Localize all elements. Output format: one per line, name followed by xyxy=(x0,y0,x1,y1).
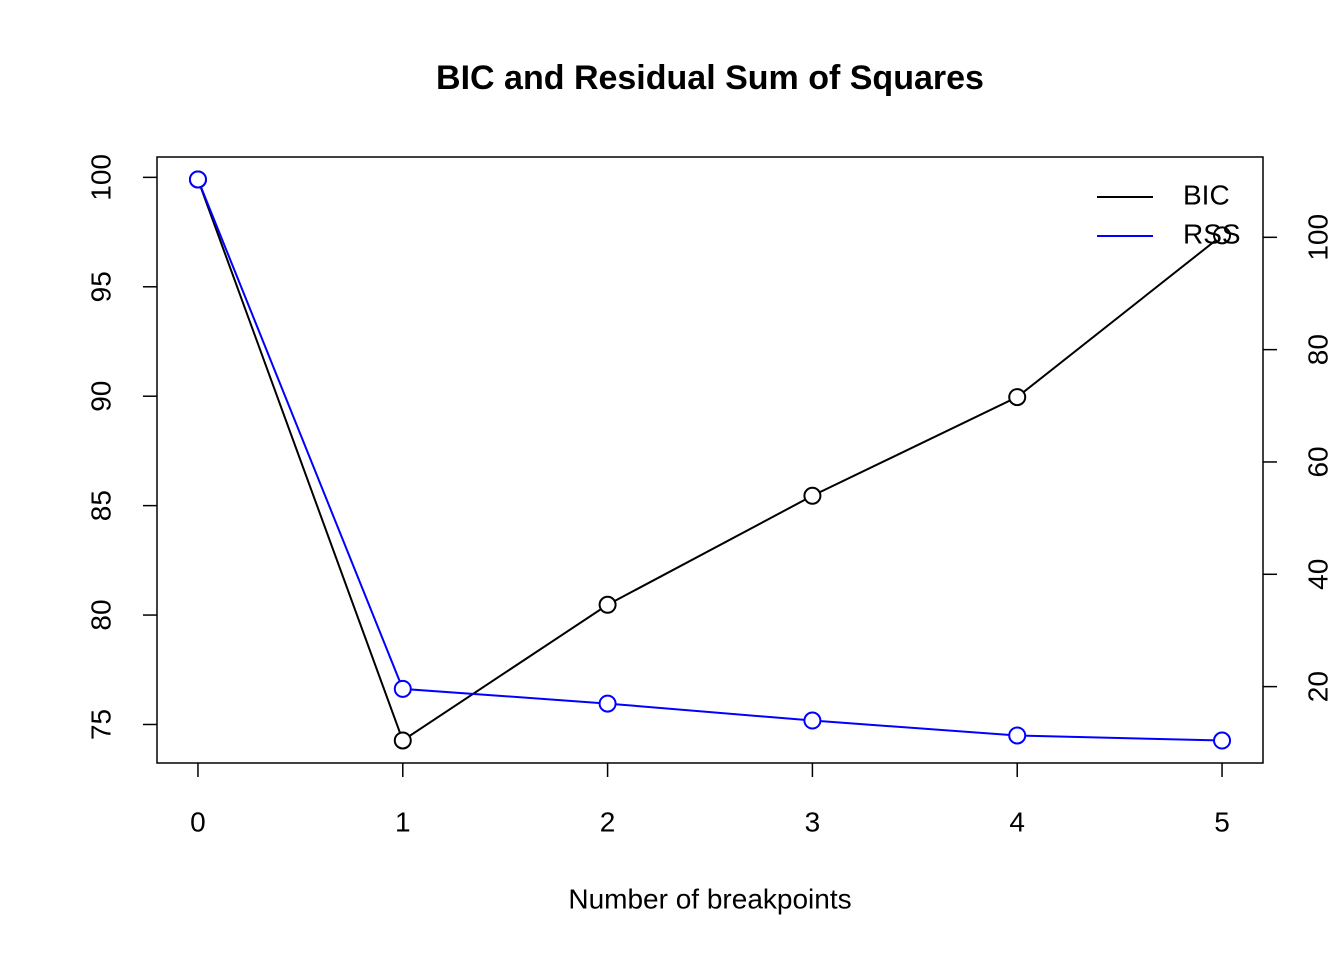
legend-label: BIC xyxy=(1183,179,1230,210)
chart-title: BIC and Residual Sum of Squares xyxy=(436,59,984,97)
point xyxy=(803,486,822,505)
y2-tick-label: 20 xyxy=(1302,671,1333,702)
y2-tick-label: 60 xyxy=(1302,446,1333,477)
plot-box xyxy=(156,156,1264,764)
y-tick-label: 95 xyxy=(85,271,116,302)
point xyxy=(803,711,822,730)
x-tick-label: 4 xyxy=(1009,806,1025,837)
point xyxy=(598,694,617,713)
x-tick-label: 2 xyxy=(600,806,616,837)
y2-tick-label: 40 xyxy=(1302,559,1333,590)
y-tick-label: 100 xyxy=(85,154,116,201)
x-tick-label: 5 xyxy=(1214,806,1230,837)
y-tick-label: 75 xyxy=(85,709,116,740)
legend-label: RSS xyxy=(1183,218,1241,249)
point xyxy=(1008,388,1027,407)
y-tick-label: 90 xyxy=(85,381,116,412)
point xyxy=(1213,226,1232,245)
y2-tick-label: 80 xyxy=(1302,334,1333,365)
x-axis-label: Number of breakpoints xyxy=(568,883,851,914)
series-line xyxy=(197,179,1223,742)
y-tick-label: 80 xyxy=(85,599,116,630)
series-line xyxy=(197,179,1223,742)
x-tick-label: 0 xyxy=(190,806,206,837)
point xyxy=(1213,731,1232,750)
point xyxy=(393,679,412,698)
point xyxy=(188,170,207,189)
x-tick-label: 1 xyxy=(395,806,411,837)
y-tick-label: 85 xyxy=(85,490,116,521)
x-tick-label: 3 xyxy=(805,806,821,837)
y2-tick-label: 100 xyxy=(1302,214,1333,261)
point xyxy=(1008,726,1027,745)
point xyxy=(393,731,412,750)
point xyxy=(598,595,617,614)
